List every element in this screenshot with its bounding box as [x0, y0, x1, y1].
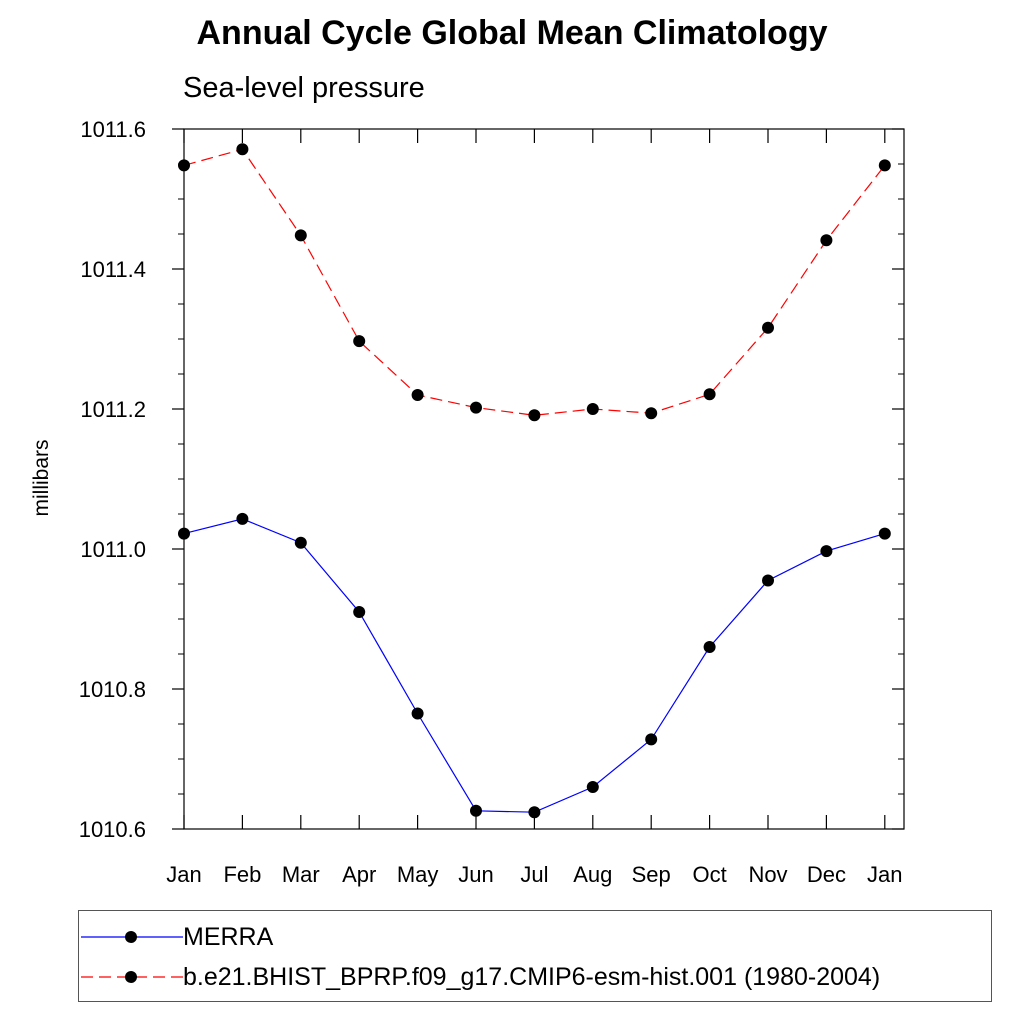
data-point-series-0 — [820, 545, 833, 558]
legend-swatch-merra — [81, 931, 183, 943]
data-point-series-0 — [411, 707, 424, 720]
data-point-series-1 — [645, 407, 658, 420]
data-point-series-1 — [411, 389, 424, 401]
legend-entry-model: b.e21.BHIST_BPRP.f09_g17.CMIP6-esm-hist.… — [79, 957, 991, 997]
chart-title: Annual Cycle Global Mean Climatology — [196, 14, 828, 52]
y-tick-label: 1011.0 — [80, 537, 146, 562]
data-point-series-1 — [878, 159, 891, 172]
y-tick-labels: 1010.6 1010.8 1011.0 1011.2 1011.4 1011.6 — [79, 117, 146, 842]
legend: MERRA b.e21.BHIST_BPRP.f09_g17.CMIP6-esm… — [78, 910, 992, 1002]
data-point-series-0 — [586, 781, 599, 793]
legend-swatch-model — [81, 971, 183, 983]
data-point-series-1 — [470, 401, 482, 414]
chart-subtitle: Sea-level pressure — [183, 72, 425, 104]
data-point-series-1 — [703, 388, 716, 401]
x-tick-labels: Jan Feb Mar Apr May Jun Jul Aug Sep Oct Nov Dec Jan — [166, 862, 902, 887]
data-point-series-1 — [353, 335, 366, 348]
legend-label-model: b.e21.BHIST_BPRP.f09_g17.CMIP6-esm-hist.… — [183, 963, 881, 991]
x-tick-label: Apr — [342, 862, 376, 887]
x-tick-label: Oct — [692, 862, 726, 887]
x-tick-label: Dec — [807, 862, 846, 887]
x-tick-label: Jul — [520, 862, 548, 887]
data-point-series-0 — [528, 806, 541, 819]
data-point-series-0 — [470, 804, 482, 817]
x-tick-label: Aug — [573, 862, 612, 887]
y-tick-label: 1011.6 — [80, 117, 146, 142]
legend-label-merra: MERRA — [183, 923, 274, 951]
y-tick-label: 1011.4 — [80, 257, 146, 282]
data-point-series-0 — [762, 574, 774, 587]
x-tick-label: Jan — [166, 862, 201, 887]
plot-area: Jan Feb Mar Apr May Jun Jul Aug Sep Oct Nov Dec Jan … — [79, 117, 905, 887]
data-point-series-1 — [586, 403, 599, 415]
data-point-series-1 — [294, 229, 307, 242]
series-line-0 — [183, 518, 885, 813]
data-point-series-0 — [236, 512, 249, 525]
x-tick-label: Mar — [282, 862, 320, 887]
y-tick-label: 1010.6 — [79, 817, 146, 842]
x-tick-label: Sep — [632, 862, 671, 887]
data-point-series-1 — [528, 409, 541, 422]
series-layer — [178, 143, 891, 819]
y-tick-label: 1011.2 — [80, 397, 146, 422]
data-point-series-1 — [178, 159, 190, 172]
x-tick-label: Jun — [458, 862, 493, 887]
data-point-series-0 — [353, 606, 366, 618]
data-point-series-0 — [178, 527, 190, 540]
axis-ticks — [172, 128, 904, 830]
series-line-1 — [183, 148, 886, 416]
legend-entry-merra: MERRA — [79, 917, 991, 957]
x-tick-label: Feb — [223, 862, 261, 887]
data-point-series-1 — [820, 234, 833, 247]
data-point-series-0 — [703, 641, 716, 653]
x-tick-label: Nov — [748, 862, 787, 887]
data-point-series-0 — [294, 536, 307, 549]
x-tick-label: May — [397, 862, 439, 887]
x-tick-label: Jan — [867, 862, 902, 887]
plot-frame — [183, 128, 905, 830]
data-point-series-1 — [762, 321, 774, 334]
y-tick-label: 1010.8 — [79, 677, 146, 702]
data-point-series-0 — [645, 733, 658, 746]
data-point-series-0 — [878, 527, 891, 540]
legend-marker-model — [125, 971, 137, 983]
data-point-series-1 — [236, 143, 249, 156]
legend-marker-merra — [125, 931, 137, 943]
